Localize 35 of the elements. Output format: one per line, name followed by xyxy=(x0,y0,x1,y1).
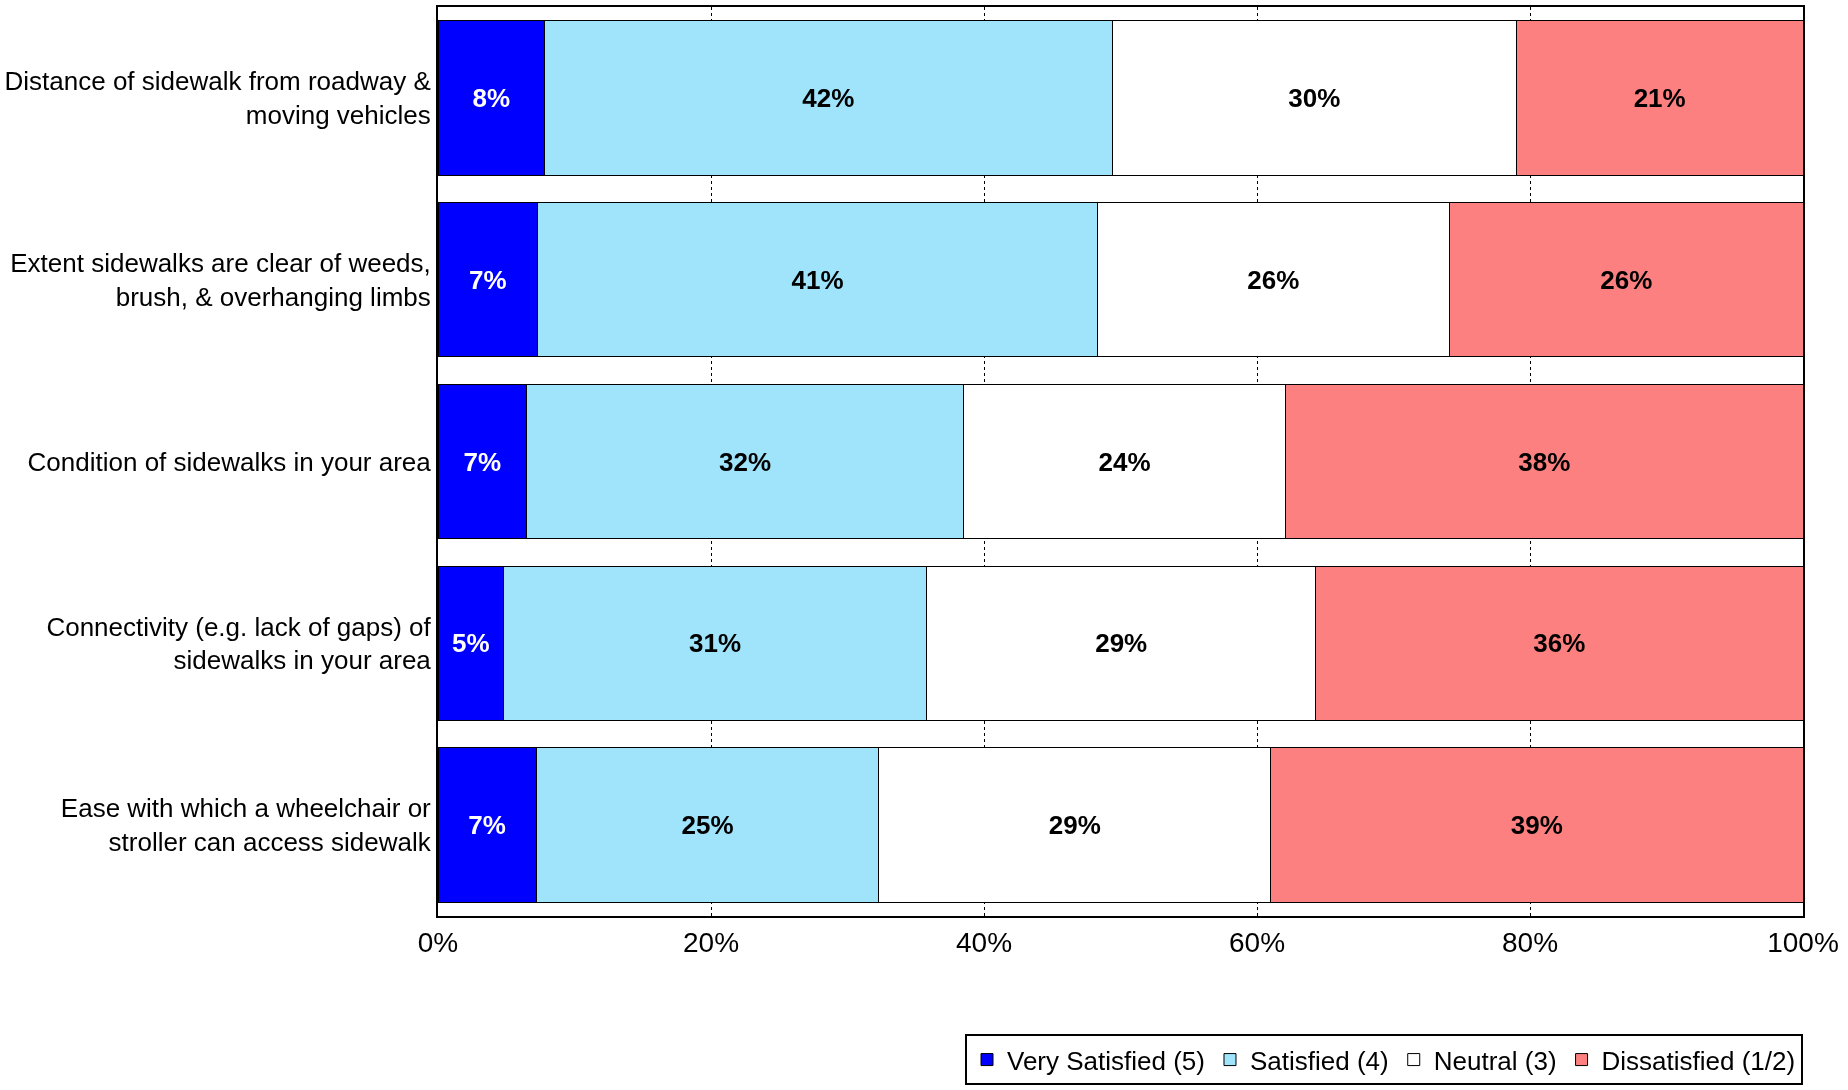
data-label: 38% xyxy=(1518,446,1571,477)
data-label: 25% xyxy=(681,810,734,841)
data-label: 41% xyxy=(791,264,844,295)
data-label: 8% xyxy=(472,82,511,113)
data-label: 7% xyxy=(463,446,502,477)
y-tick-label: Extent sidewalks are clear of weeds, brush, & overhanging limbs xyxy=(10,247,431,312)
legend-label: Neutral (3) xyxy=(1433,1045,1557,1076)
y-tick-label: Distance of sidewalk from roadway & moving vehicles xyxy=(4,66,431,130)
x-tick-label: 20% xyxy=(682,926,740,958)
legend-label: Dissatisfied (1/2) xyxy=(1601,1045,1796,1076)
x-tick-label: 80% xyxy=(1501,926,1559,958)
legend-label: Very Satisfied (5) xyxy=(1007,1045,1205,1076)
data-label: 29% xyxy=(1095,628,1148,659)
x-tick-label: 100% xyxy=(1767,926,1839,958)
data-label: 32% xyxy=(719,446,772,477)
data-label: 26% xyxy=(1600,264,1653,295)
x-tick-label: 60% xyxy=(1228,926,1286,958)
y-tick-label: Connectivity (e.g. lack of gaps) of sidewalks in your area xyxy=(46,611,432,676)
x-tick-label: 40% xyxy=(955,926,1013,958)
data-label: 26% xyxy=(1247,264,1300,295)
data-label: 30% xyxy=(1288,82,1341,113)
legend-label: Satisfied (4) xyxy=(1249,1045,1389,1076)
x-tick-label: 0% xyxy=(417,926,459,958)
data-label: 31% xyxy=(689,628,742,659)
data-label: 7% xyxy=(468,810,506,841)
data-label: 29% xyxy=(1048,810,1101,841)
data-label: 5% xyxy=(451,628,490,659)
data-label: 39% xyxy=(1510,810,1563,841)
data-label: 21% xyxy=(1633,82,1686,113)
data-label: 36% xyxy=(1533,628,1586,659)
y-tick-label: Ease with which a wheelchair or stroller can access sidewalk xyxy=(60,793,432,858)
data-label: 24% xyxy=(1098,446,1151,477)
data-label: 42% xyxy=(802,82,855,113)
data-label: 7% xyxy=(469,264,507,295)
y-tick-label: Condition of sidewalks in your area xyxy=(27,446,432,477)
